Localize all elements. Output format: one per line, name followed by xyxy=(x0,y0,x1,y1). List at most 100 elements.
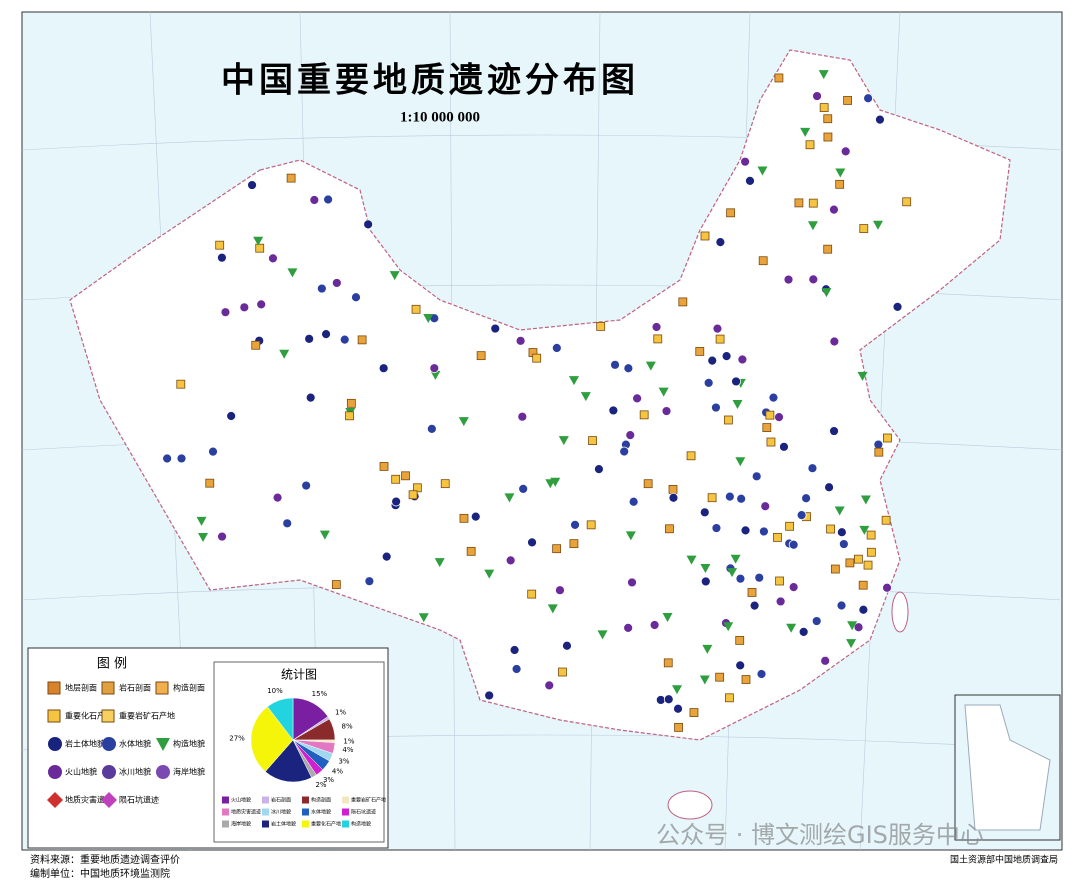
pie-legend-swatch xyxy=(342,796,349,804)
site-marker xyxy=(569,539,579,549)
site-marker xyxy=(807,463,818,474)
site-marker xyxy=(619,446,630,457)
pie-label: 1% xyxy=(335,709,346,717)
site-marker xyxy=(859,224,869,233)
site-marker xyxy=(484,690,495,701)
site-marker xyxy=(226,411,237,421)
site-marker xyxy=(840,146,851,157)
site-marker xyxy=(834,506,845,516)
legend-label: 岩石剖面 xyxy=(119,683,151,693)
legend-icon xyxy=(156,738,170,751)
site-marker xyxy=(866,547,876,557)
site-marker xyxy=(220,307,231,318)
site-marker xyxy=(883,433,892,443)
site-marker xyxy=(845,558,855,568)
legend-label: 海岸地貌 xyxy=(173,767,205,777)
site-marker xyxy=(835,179,845,189)
legend-icon xyxy=(101,792,117,808)
legend-icon xyxy=(47,709,61,723)
pie-legend-label: 火山地貌 xyxy=(231,797,251,804)
legend-icon xyxy=(155,681,169,695)
site-marker xyxy=(678,297,688,307)
site-marker xyxy=(580,392,591,402)
site-marker xyxy=(378,363,389,374)
site-marker xyxy=(434,558,445,568)
site-marker xyxy=(805,140,815,150)
site-marker xyxy=(723,415,733,425)
legend-icon xyxy=(156,765,170,779)
pie-label: 10% xyxy=(267,687,283,695)
site-marker xyxy=(391,496,402,507)
site-marker xyxy=(788,582,799,593)
site-marker xyxy=(860,495,871,505)
site-marker xyxy=(751,471,762,482)
site-marker xyxy=(723,622,734,632)
site-marker xyxy=(551,343,562,353)
site-marker xyxy=(796,510,807,521)
site-marker xyxy=(757,166,768,176)
legend-label: 地层剖面 xyxy=(65,683,97,693)
site-marker xyxy=(198,533,209,543)
legend-icon xyxy=(48,737,62,751)
legend-label: 陨石坑遗迹 xyxy=(119,795,159,805)
inset-land xyxy=(964,704,1051,831)
legend-icon xyxy=(47,681,61,695)
site-marker xyxy=(875,114,885,125)
site-marker xyxy=(663,658,673,668)
site-marker xyxy=(568,376,579,386)
site-marker xyxy=(651,322,662,332)
legend-label: 构造地貌 xyxy=(173,739,205,749)
pie-label: 1% xyxy=(343,738,354,746)
site-marker xyxy=(863,93,874,104)
site-marker xyxy=(892,301,903,312)
site-marker xyxy=(749,600,760,611)
site-marker xyxy=(309,195,320,205)
site-marker xyxy=(256,299,267,310)
pie-legend-label: 构造剖面 xyxy=(311,797,331,804)
site-marker xyxy=(711,402,721,413)
pie-legend-label: 海岸地貌 xyxy=(231,821,251,828)
watermark: 公众号 · 博文测绘GIS服务中心 xyxy=(656,821,984,849)
site-marker xyxy=(741,675,751,684)
site-marker xyxy=(532,353,542,363)
site-marker xyxy=(558,667,567,677)
site-marker xyxy=(351,292,361,303)
site-marker xyxy=(873,439,884,450)
pie-legend-swatch xyxy=(222,796,229,804)
site-marker xyxy=(818,70,829,80)
site-marker xyxy=(517,411,528,422)
pie-label: 27% xyxy=(229,734,245,742)
site-marker xyxy=(707,355,718,366)
site-marker xyxy=(774,73,784,83)
site-marker xyxy=(363,219,374,230)
site-marker xyxy=(208,446,218,457)
site-marker xyxy=(801,493,811,504)
pie-slice xyxy=(264,739,312,783)
site-marker xyxy=(859,525,870,535)
site-marker xyxy=(882,582,892,593)
site-marker xyxy=(765,410,775,420)
pie-label: 3% xyxy=(338,757,349,765)
pie-label: 4% xyxy=(332,768,343,776)
legend-label: 岩土体地貌 xyxy=(65,739,105,749)
site-marker xyxy=(715,334,725,344)
legend-icon xyxy=(102,737,116,751)
site-marker xyxy=(623,363,634,374)
site-marker xyxy=(830,564,840,574)
pie-legend-swatch xyxy=(222,820,229,828)
site-marker xyxy=(639,410,649,420)
site-marker xyxy=(700,576,711,587)
site-marker xyxy=(823,114,833,124)
site-marker xyxy=(381,551,392,562)
site-marker xyxy=(735,573,746,584)
legend-label: 火山地貌 xyxy=(65,767,97,777)
pie-legend-swatch xyxy=(302,820,309,828)
site-marker xyxy=(725,693,734,703)
site-marker xyxy=(301,480,312,491)
site-marker xyxy=(689,708,699,717)
site-marker xyxy=(279,349,290,359)
site-marker xyxy=(268,253,278,264)
site-marker xyxy=(547,604,558,614)
site-marker xyxy=(411,304,421,314)
site-marker xyxy=(853,554,863,564)
